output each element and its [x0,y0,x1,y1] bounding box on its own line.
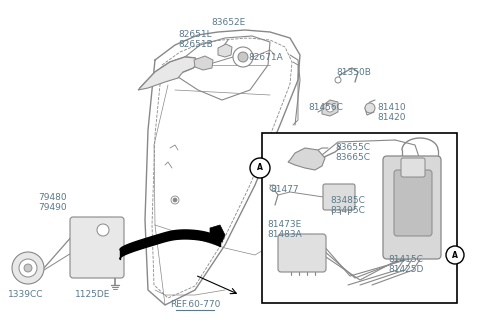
FancyBboxPatch shape [323,184,355,210]
FancyBboxPatch shape [383,156,441,259]
Text: 81415C: 81415C [388,255,423,264]
Polygon shape [322,100,338,116]
Text: 81473E: 81473E [267,220,301,229]
Circle shape [238,52,248,62]
Text: 79490: 79490 [38,203,67,212]
Text: 83652E: 83652E [211,18,245,27]
Text: 83495C: 83495C [330,206,365,215]
Text: 1125DE: 1125DE [75,290,110,299]
Circle shape [173,198,177,202]
Text: 82651B: 82651B [178,40,213,49]
Text: 81420: 81420 [377,113,406,122]
Bar [262,133,457,303]
Polygon shape [288,148,325,170]
Circle shape [446,246,464,264]
Text: 81477: 81477 [270,185,299,194]
Text: 82671A: 82671A [248,53,283,62]
Circle shape [335,77,341,83]
Text: 1339CC: 1339CC [8,290,44,299]
Text: 83665C: 83665C [335,153,370,162]
FancyBboxPatch shape [401,158,425,177]
Circle shape [326,104,334,112]
Text: 81410: 81410 [377,103,406,112]
Circle shape [19,259,37,277]
Text: A: A [257,163,263,173]
Circle shape [233,47,253,67]
Circle shape [12,252,44,284]
Text: 82651L: 82651L [178,30,212,39]
Circle shape [270,185,276,191]
Text: 81456C: 81456C [308,103,343,112]
FancyBboxPatch shape [278,234,326,272]
Polygon shape [210,225,225,242]
Polygon shape [138,57,198,90]
Circle shape [24,264,32,272]
Circle shape [365,103,375,113]
Text: REF.60-770: REF.60-770 [170,300,220,309]
FancyBboxPatch shape [70,217,124,278]
Text: 81350B: 81350B [336,68,371,77]
Text: A: A [452,251,458,259]
Circle shape [171,196,179,204]
Text: 81425D: 81425D [388,265,423,274]
Text: 81483A: 81483A [267,230,302,239]
FancyBboxPatch shape [394,170,432,236]
Circle shape [97,224,109,236]
Polygon shape [218,44,232,57]
Polygon shape [194,56,213,70]
Circle shape [250,158,270,178]
Text: 83655C: 83655C [335,143,370,152]
Text: 83485C: 83485C [330,196,365,205]
Text: 79480: 79480 [38,193,67,202]
